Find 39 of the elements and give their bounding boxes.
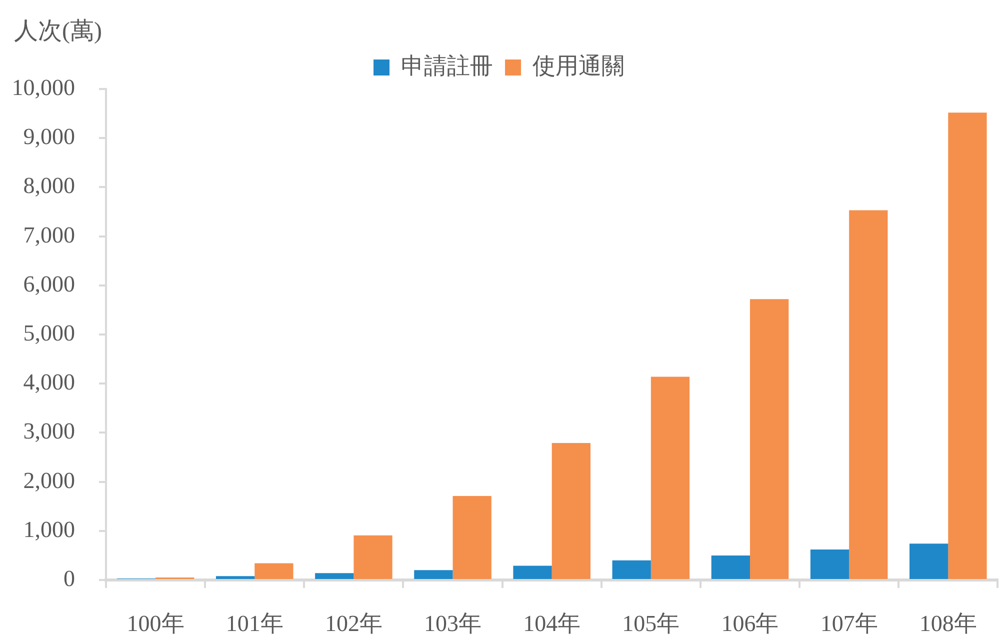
y-axis-title: 人次(萬) (14, 18, 102, 44)
y-tick-label: 5,000 (23, 320, 75, 346)
y-tick-label: 2,000 (23, 468, 75, 493)
y-tick-label: 4,000 (23, 370, 75, 395)
x-tick-label: 107年 (820, 610, 878, 636)
x-tick-label: 102年 (324, 610, 382, 636)
bar (254, 563, 294, 579)
y-tick-label: 10,000 (12, 75, 75, 100)
bar (612, 560, 651, 579)
bar (315, 573, 354, 579)
bar (414, 570, 453, 579)
y-tick-label: 3,000 (23, 418, 75, 444)
y-tick-label: 7,000 (23, 222, 75, 248)
bar (354, 535, 392, 579)
bar (711, 555, 750, 579)
y-tick-label: 9,000 (23, 124, 75, 150)
x-tick-label: 101年 (226, 610, 284, 636)
bar (948, 112, 987, 579)
bar (216, 576, 255, 579)
bar (810, 550, 850, 579)
x-tick-label: 106年 (721, 610, 779, 636)
x-tick-label: 104年 (523, 610, 581, 636)
y-tick-label: 8,000 (23, 173, 75, 198)
y-tick-label: 0 (64, 566, 75, 592)
bar (849, 210, 888, 579)
legend-label: 申請註冊 (401, 54, 493, 79)
x-tick-label: 103年 (424, 610, 482, 636)
bar (910, 544, 948, 579)
legend-label: 使用通關 (532, 54, 624, 79)
x-tick-label: 105年 (622, 610, 680, 636)
bar (750, 299, 789, 579)
bar (650, 376, 690, 579)
y-tick-label: 6,000 (23, 271, 75, 296)
x-tick-label: 100年 (126, 610, 184, 636)
x-tick-label: 108年 (919, 610, 977, 636)
bar (513, 566, 552, 579)
bar (552, 443, 590, 579)
y-tick-label: 1,000 (23, 516, 75, 542)
bar (452, 496, 492, 579)
